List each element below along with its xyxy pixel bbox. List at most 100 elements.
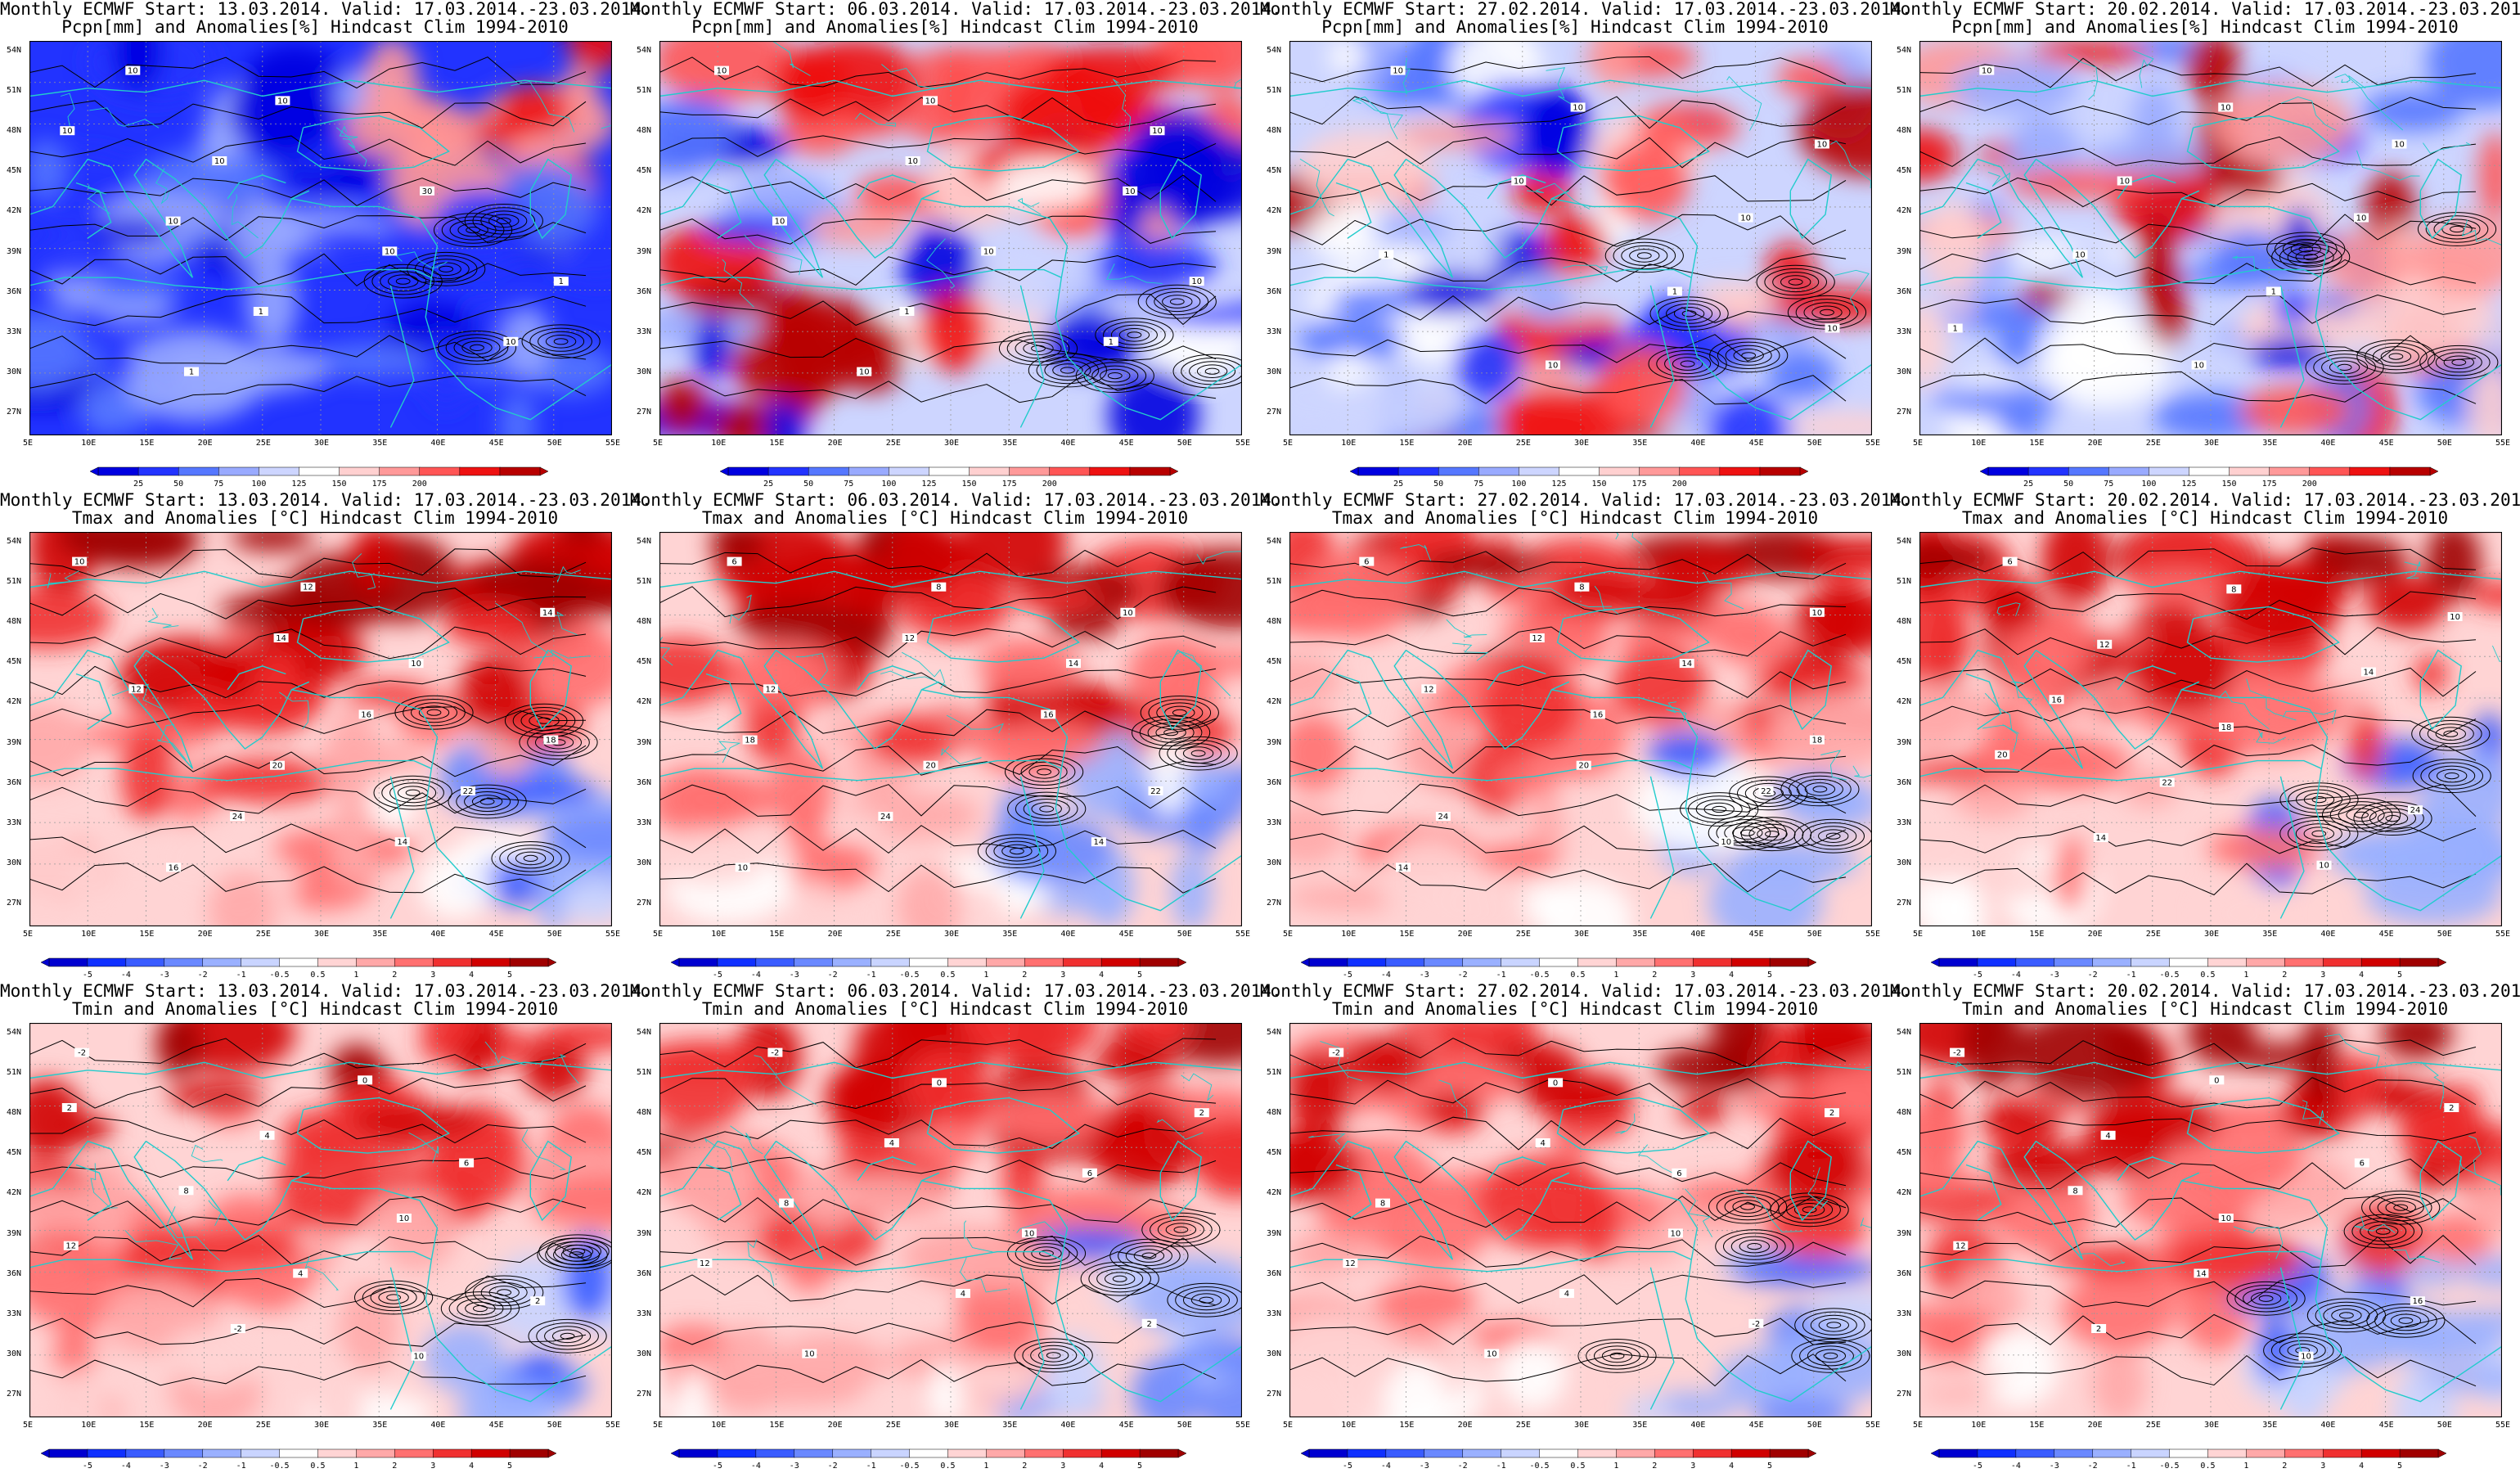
- contour-lines: [1919, 547, 2491, 896]
- longitude-label: 40E: [1060, 1421, 1076, 1430]
- colorbar-swatch: [2054, 957, 2094, 967]
- colorbar-tick-label: 5: [1767, 971, 1773, 980]
- colorbar-swatch: [1977, 957, 2017, 967]
- longitude-label: 5E: [1913, 930, 1924, 939]
- latitude-label: 54N: [7, 1028, 22, 1037]
- latitude-label: 54N: [7, 46, 22, 55]
- contour-label: 12: [766, 685, 776, 694]
- panel-subtitle: Tmin and Anomalies [°C] Hindcast Clim 19…: [701, 999, 1189, 1019]
- colorbar-swatch: [1769, 1448, 1809, 1458]
- forecast-panel-precip-4: Monthly ECMWF Start: 20.02.2014. Valid: …: [1890, 0, 2520, 491]
- colorbar-swatch: [1397, 466, 1439, 476]
- coastlines: [29, 1041, 612, 1410]
- longitude-label: 10E: [711, 439, 727, 448]
- colorbar-tick-label: 75: [844, 480, 854, 489]
- colorbar-tick-label: -2: [1457, 971, 1468, 980]
- forecast-panel-precip-2: Monthly ECMWF Start: 06.03.2014. Valid: …: [630, 0, 1282, 491]
- longitude-label: 40E: [2320, 439, 2336, 448]
- longitude-label: 40E: [1690, 439, 1706, 448]
- colorbar-swatch: [2092, 957, 2132, 967]
- contour-label: 30: [422, 187, 433, 196]
- panel-title: Monthly ECMWF Start: 27.02.2014. Valid: …: [1260, 490, 1912, 510]
- latitude-label: 54N: [637, 537, 652, 546]
- colorbar-tick-label: 1: [353, 971, 359, 980]
- longitude-label: 25E: [2145, 439, 2161, 448]
- longitude-label: 35E: [2262, 439, 2278, 448]
- contour-label: 10: [385, 247, 395, 256]
- longitude-label: 50E: [1177, 1421, 1192, 1430]
- longitude-label: 25E: [255, 930, 271, 939]
- longitude-label: 55E: [1865, 1421, 1881, 1430]
- longitude-label: 25E: [2145, 1421, 2161, 1430]
- contour-label: 6: [2360, 1160, 2365, 1169]
- contour-label: 18: [745, 736, 755, 746]
- colorbar-tick-label: 25: [133, 480, 144, 489]
- latitude-label: 36N: [1897, 286, 1912, 296]
- longitude-label: 20E: [827, 1421, 843, 1430]
- latitude-label: 27N: [1267, 1390, 1282, 1399]
- contour-label: 10: [506, 338, 516, 347]
- colorbar-swatch: [1462, 957, 1502, 967]
- contour-label: 1: [559, 277, 564, 286]
- longitude-label: 55E: [1235, 1421, 1251, 1430]
- panel-title: Monthly ECMWF Start: 13.03.2014. Valid: …: [0, 490, 652, 510]
- colorbar-swatch: [419, 466, 461, 476]
- latitude-label: 39N: [7, 737, 22, 747]
- longitude-label: 45E: [1118, 930, 1134, 939]
- colorbar-tick-label: 200: [1672, 480, 1687, 489]
- latitude-label: 45N: [1897, 657, 1912, 667]
- contour-label: 12: [1532, 634, 1542, 643]
- latitude-label: 39N: [1897, 246, 1912, 256]
- colorbar-tick-label: -2: [197, 1462, 208, 1471]
- latitude-label: 48N: [637, 617, 652, 627]
- colorbar-tick-label: 4: [469, 971, 475, 980]
- colorbar-tick-label: 4: [2359, 971, 2365, 980]
- colorbar-tick-label: -4: [120, 971, 131, 980]
- colorbar-swatch: [2246, 957, 2286, 967]
- latitude-label: 33N: [1897, 818, 1912, 827]
- forecast-panel-tmax-4: Monthly ECMWF Start: 20.02.2014. Valid: …: [1890, 491, 2520, 982]
- colorbar-swatch: [2092, 1448, 2132, 1458]
- colorbar-tick-label: -0.5: [2159, 971, 2180, 980]
- contour-lines: [659, 1038, 1242, 1386]
- contour-label: -2: [1953, 1049, 1961, 1058]
- anomaly-shading: [1289, 532, 1872, 926]
- colorbar-tick-label: 1: [353, 1462, 359, 1471]
- longitude-label: 35E: [1002, 439, 1018, 448]
- contour-label: 10: [1548, 362, 1559, 371]
- longitude-label: 15E: [769, 930, 785, 939]
- anomaly-map: 10 10 10 10 10 1 1 10 10: [1289, 41, 1872, 435]
- longitude-label: 50E: [1177, 930, 1192, 939]
- contour-label: 22: [2162, 779, 2172, 788]
- latitude-label: 33N: [7, 1309, 22, 1318]
- colorbar-swatch: [1501, 957, 1541, 967]
- colorbar-tick-label: -3: [1419, 1462, 1429, 1471]
- colorbar-swatch: [929, 466, 970, 476]
- colorbar-swatch: [470, 1448, 511, 1458]
- contour-label: 24: [2410, 806, 2421, 815]
- colorbar-tick-label: 5: [507, 1462, 513, 1471]
- latitude-label: 42N: [637, 1188, 652, 1198]
- latitude-label: 36N: [1267, 1268, 1282, 1278]
- colorbar-swatch: [755, 1448, 795, 1458]
- contour-label: 10: [1152, 127, 1163, 136]
- forecast-panel-tmax-1: Monthly ECMWF Start: 13.03.2014. Valid: …: [0, 490, 652, 982]
- colorbar-tick-label: -0.5: [269, 971, 290, 980]
- longitude-label: 55E: [2495, 930, 2511, 939]
- colorbar-tick-label: -5: [1342, 971, 1352, 980]
- latitude-label: 33N: [1267, 818, 1282, 827]
- latitude-label: 36N: [7, 1268, 22, 1278]
- colorbar-swatch: [241, 957, 281, 967]
- contour-label: 22: [463, 787, 474, 796]
- colorbar-swatch: [509, 1448, 549, 1458]
- latitude-label: 48N: [1897, 126, 1912, 136]
- longitude-label: 40E: [1690, 930, 1706, 939]
- contour-label: 0: [362, 1076, 367, 1085]
- contour-label: -2: [78, 1049, 86, 1058]
- contour-label: 0: [2214, 1076, 2219, 1085]
- colorbar-swatch: [241, 1448, 281, 1458]
- longitude-label: 25E: [1515, 439, 1531, 448]
- colorbar-tick-label: 5: [507, 971, 513, 980]
- longitude-label: 10E: [711, 1421, 727, 1430]
- colorbar-tick-label: 5: [1137, 1462, 1143, 1471]
